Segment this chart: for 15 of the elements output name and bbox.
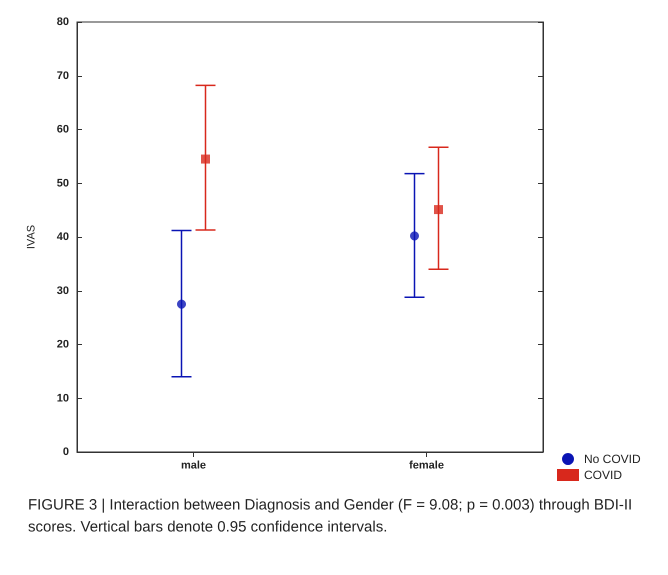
y-tick-label: 20 <box>56 338 69 350</box>
y-tick-label: 70 <box>56 70 69 82</box>
x-tick-label: female <box>409 460 444 472</box>
legend-label: No COVID <box>584 452 642 466</box>
y-tick-label: 0 <box>62 446 69 458</box>
y-tick-label: 10 <box>56 392 69 404</box>
y-axis-title: IVAS <box>26 224 38 250</box>
y-tick-label: 40 <box>56 231 69 243</box>
y-tick-label: 30 <box>56 284 69 297</box>
caption: FIGURE 3 | Interaction between Diagnosis and Gender (F = 9.08; p = 0.003) through BDI-II scores. Vertical bars denote 0.95 confidence intervals. <box>28 496 636 536</box>
y-tick-label: 80 <box>56 16 69 28</box>
y-tick-label: 60 <box>56 124 69 136</box>
x-tick-label: male <box>180 460 206 472</box>
y-tick-label: 50 <box>56 177 69 190</box>
legend-label: COVID <box>584 468 622 482</box>
